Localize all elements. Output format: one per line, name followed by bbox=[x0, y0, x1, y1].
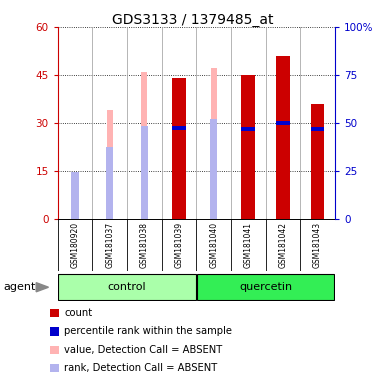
Bar bbox=[276, 121, 290, 125]
Bar bbox=[276, 56, 290, 219]
Bar bbox=[127, 27, 162, 219]
Text: GSM181037: GSM181037 bbox=[105, 222, 114, 268]
Bar bbox=[141, 72, 147, 219]
Bar bbox=[162, 27, 196, 219]
Text: value, Detection Call = ABSENT: value, Detection Call = ABSENT bbox=[64, 345, 223, 355]
Text: GDS3133 / 1379485_at: GDS3133 / 1379485_at bbox=[112, 13, 273, 27]
Bar bbox=[141, 126, 148, 130]
Bar bbox=[241, 127, 255, 131]
Bar bbox=[210, 119, 218, 219]
Bar bbox=[211, 68, 217, 219]
Bar bbox=[72, 189, 78, 219]
Bar bbox=[266, 27, 300, 219]
Bar bbox=[71, 172, 79, 219]
Bar bbox=[311, 127, 325, 131]
Polygon shape bbox=[36, 283, 49, 292]
Bar bbox=[92, 27, 127, 219]
Text: GSM181040: GSM181040 bbox=[209, 222, 218, 268]
Bar bbox=[106, 147, 114, 219]
Text: GSM181039: GSM181039 bbox=[174, 222, 184, 268]
Bar bbox=[300, 27, 335, 219]
FancyBboxPatch shape bbox=[59, 274, 196, 300]
Bar bbox=[231, 27, 266, 219]
Text: GSM181043: GSM181043 bbox=[313, 222, 322, 268]
Text: GSM181041: GSM181041 bbox=[244, 222, 253, 268]
Bar bbox=[107, 110, 113, 219]
Bar bbox=[71, 172, 79, 176]
Text: rank, Detection Call = ABSENT: rank, Detection Call = ABSENT bbox=[64, 363, 218, 373]
Bar bbox=[172, 126, 186, 130]
Bar bbox=[172, 78, 186, 219]
Bar bbox=[106, 147, 114, 151]
Text: count: count bbox=[64, 308, 92, 318]
Bar bbox=[241, 75, 255, 219]
Bar bbox=[141, 126, 148, 219]
Text: quercetin: quercetin bbox=[239, 282, 292, 292]
Bar bbox=[210, 119, 218, 123]
Text: GSM181038: GSM181038 bbox=[140, 222, 149, 268]
Text: agent: agent bbox=[4, 282, 36, 292]
Text: control: control bbox=[108, 282, 146, 292]
Bar bbox=[311, 104, 325, 219]
Text: GSM180920: GSM180920 bbox=[70, 222, 80, 268]
Bar bbox=[58, 27, 92, 219]
FancyBboxPatch shape bbox=[197, 274, 334, 300]
Text: percentile rank within the sample: percentile rank within the sample bbox=[64, 326, 232, 336]
Bar bbox=[196, 27, 231, 219]
Text: GSM181042: GSM181042 bbox=[278, 222, 288, 268]
